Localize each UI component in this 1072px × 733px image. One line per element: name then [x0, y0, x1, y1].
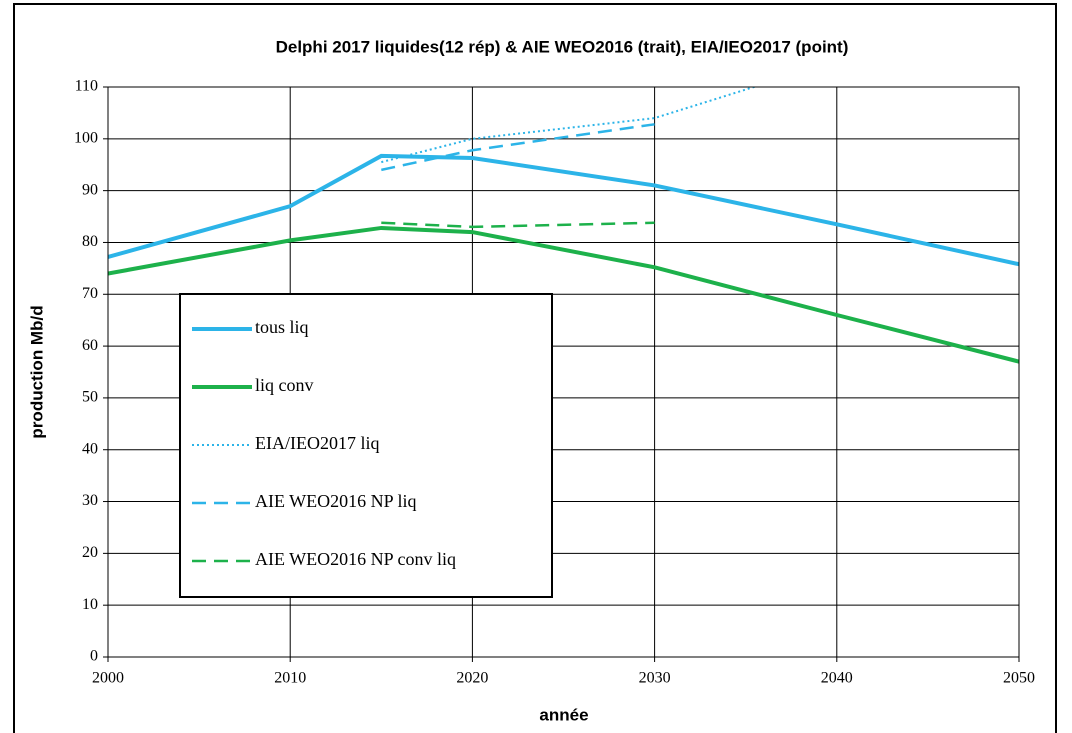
y-tick-label: 30	[82, 492, 98, 509]
series-line	[381, 221, 655, 229]
y-tick-label: 40	[82, 440, 98, 457]
x-tick-label: 2010	[274, 670, 306, 687]
legend-label: liq conv	[255, 375, 314, 395]
y-tick-label: 110	[75, 78, 98, 95]
y-tick-label: 10	[82, 596, 98, 613]
x-tick-label: 2030	[639, 670, 671, 687]
legend-label: tous liq	[255, 317, 309, 337]
y-tick-label: 80	[82, 233, 98, 250]
series-line	[381, 87, 758, 164]
y-tick-label: 0	[90, 648, 98, 665]
legend: tous liq liq conv EIA/IEO2017 liq AIE WEO20…	[179, 293, 553, 598]
plot	[108, 87, 1019, 364]
x-tick-label: 2040	[821, 670, 853, 687]
x-tick-label: 2020	[456, 670, 488, 687]
y-tick-label: 90	[82, 181, 98, 198]
y-tick-label: 100	[74, 129, 98, 146]
y-tick-label: 60	[82, 337, 98, 354]
series-line	[381, 123, 655, 172]
chart-title: Delphi 2017 liquides(12 rép) & AIE WEO20…	[276, 37, 849, 56]
series-line	[108, 153, 1019, 267]
y-tick-label: 70	[82, 285, 98, 302]
legend-label: AIE WEO2016 NP liq	[255, 491, 417, 511]
x-tick-label: 2050	[1003, 670, 1035, 687]
y-axis-label: production Mb/d	[27, 305, 46, 438]
x-axis-label: année	[539, 705, 588, 724]
legend-label: EIA/IEO2017 liq	[255, 433, 379, 453]
x-tick-label: 2000	[92, 670, 124, 687]
series-line	[108, 225, 1019, 364]
y-tick-label: 50	[82, 389, 98, 406]
y-tick-label: 20	[82, 544, 98, 561]
plot-border	[107, 86, 1020, 658]
legend-label: AIE WEO2016 NP conv liq	[255, 549, 456, 569]
